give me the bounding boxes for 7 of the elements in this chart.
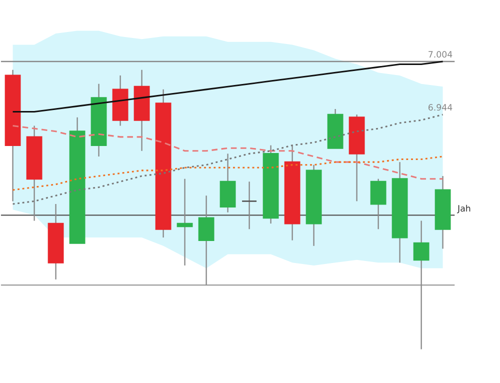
ref-line-label: Jah [456, 204, 471, 214]
candlestick [176, 178, 193, 266]
annotation: 7.004 [428, 50, 454, 61]
candlestick [370, 178, 386, 230]
candlestick [413, 220, 430, 350]
annotation: 6.944 [428, 104, 454, 114]
candlestick [198, 195, 214, 286]
